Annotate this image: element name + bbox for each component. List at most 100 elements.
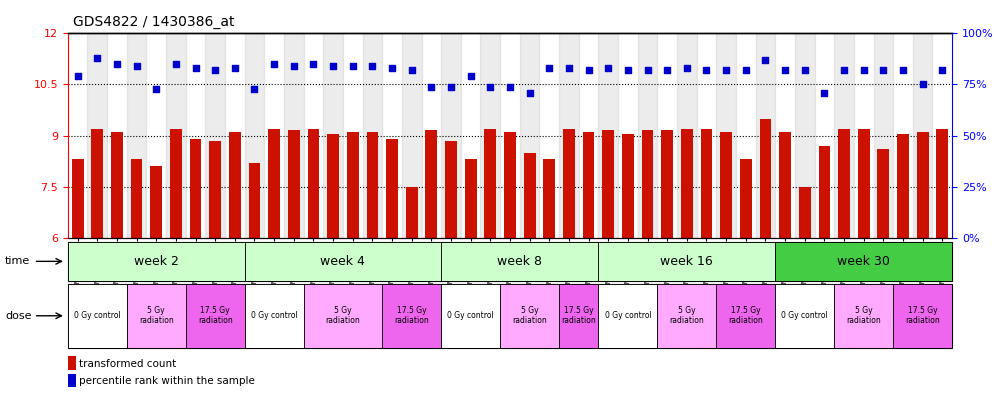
Bar (582, 132, 594, 393)
Bar (229, 132, 240, 393)
Bar (442, 242, 598, 281)
Bar (578, 33, 598, 238)
Bar (622, 134, 634, 393)
Bar (638, 33, 657, 238)
Bar (244, 284, 304, 348)
Bar (500, 33, 519, 238)
Bar (618, 33, 638, 238)
Point (580, 67, 596, 73)
Bar (166, 33, 185, 238)
Text: 5 Gy
radiation: 5 Gy radiation (512, 306, 547, 325)
Point (365, 63, 381, 69)
Bar (304, 33, 323, 238)
Bar (519, 33, 539, 238)
Point (895, 67, 911, 73)
Point (129, 63, 145, 69)
Bar (284, 33, 304, 238)
Bar (343, 33, 363, 238)
Text: week 4: week 4 (320, 255, 365, 268)
Bar (657, 33, 677, 238)
Bar (834, 284, 893, 348)
Bar (716, 33, 736, 238)
Point (934, 67, 950, 73)
Text: percentile rank within the sample: percentile rank within the sample (79, 376, 255, 386)
Bar (819, 146, 831, 393)
Bar (481, 33, 500, 238)
Point (424, 83, 440, 90)
Point (109, 61, 125, 67)
Point (325, 63, 341, 69)
Text: 5 Gy
radiation: 5 Gy radiation (326, 306, 360, 325)
Text: week 8: week 8 (498, 255, 542, 268)
Text: 5 Gy
radiation: 5 Gy radiation (139, 306, 173, 325)
Point (384, 65, 400, 71)
Bar (736, 33, 756, 238)
Bar (834, 33, 853, 238)
Bar (559, 33, 578, 238)
Point (266, 61, 282, 67)
Point (836, 67, 852, 73)
Bar (386, 139, 398, 393)
Bar (209, 141, 221, 393)
Bar (893, 33, 913, 238)
Bar (716, 284, 776, 348)
Point (817, 90, 832, 96)
Bar (760, 119, 772, 393)
Point (521, 90, 537, 96)
Bar (936, 129, 948, 393)
Bar (307, 129, 319, 393)
Bar (897, 134, 909, 393)
Bar (780, 132, 791, 393)
Bar (68, 33, 88, 238)
Bar (539, 33, 559, 238)
Point (207, 67, 223, 73)
Bar (523, 152, 535, 393)
Bar (382, 33, 402, 238)
Bar (877, 149, 889, 393)
Bar (92, 129, 103, 393)
Text: 5 Gy
radiation: 5 Gy radiation (669, 306, 704, 325)
Text: week 16: week 16 (660, 255, 713, 268)
Point (659, 67, 675, 73)
Point (227, 65, 243, 71)
Bar (68, 284, 127, 348)
Bar (677, 33, 697, 238)
Bar (598, 284, 657, 348)
Text: 5 Gy
radiation: 5 Gy radiation (846, 306, 881, 325)
Bar (442, 33, 461, 238)
Point (246, 85, 262, 92)
Bar (857, 129, 869, 393)
Bar (244, 33, 264, 238)
Bar (657, 284, 716, 348)
Bar (72, 160, 84, 393)
Bar (681, 129, 693, 393)
Bar (917, 132, 928, 393)
Point (187, 65, 203, 71)
Bar (107, 33, 127, 238)
Point (286, 63, 302, 69)
Bar (598, 33, 618, 238)
Bar (461, 33, 481, 238)
Text: transformed count: transformed count (79, 358, 176, 369)
Bar (406, 187, 418, 393)
Bar (873, 33, 893, 238)
Text: week 30: week 30 (837, 255, 890, 268)
Point (561, 65, 577, 71)
Bar (248, 163, 260, 393)
Bar (701, 129, 713, 393)
Bar (422, 33, 442, 238)
Bar (288, 130, 300, 393)
Point (699, 67, 715, 73)
Point (600, 65, 616, 71)
Bar (205, 33, 225, 238)
Bar (363, 33, 382, 238)
Bar (485, 129, 497, 393)
Point (855, 67, 871, 73)
Point (797, 67, 813, 73)
Bar (185, 33, 205, 238)
Point (149, 85, 165, 92)
Bar (264, 33, 284, 238)
Bar (740, 160, 752, 393)
Point (70, 73, 86, 79)
Bar (426, 130, 438, 393)
